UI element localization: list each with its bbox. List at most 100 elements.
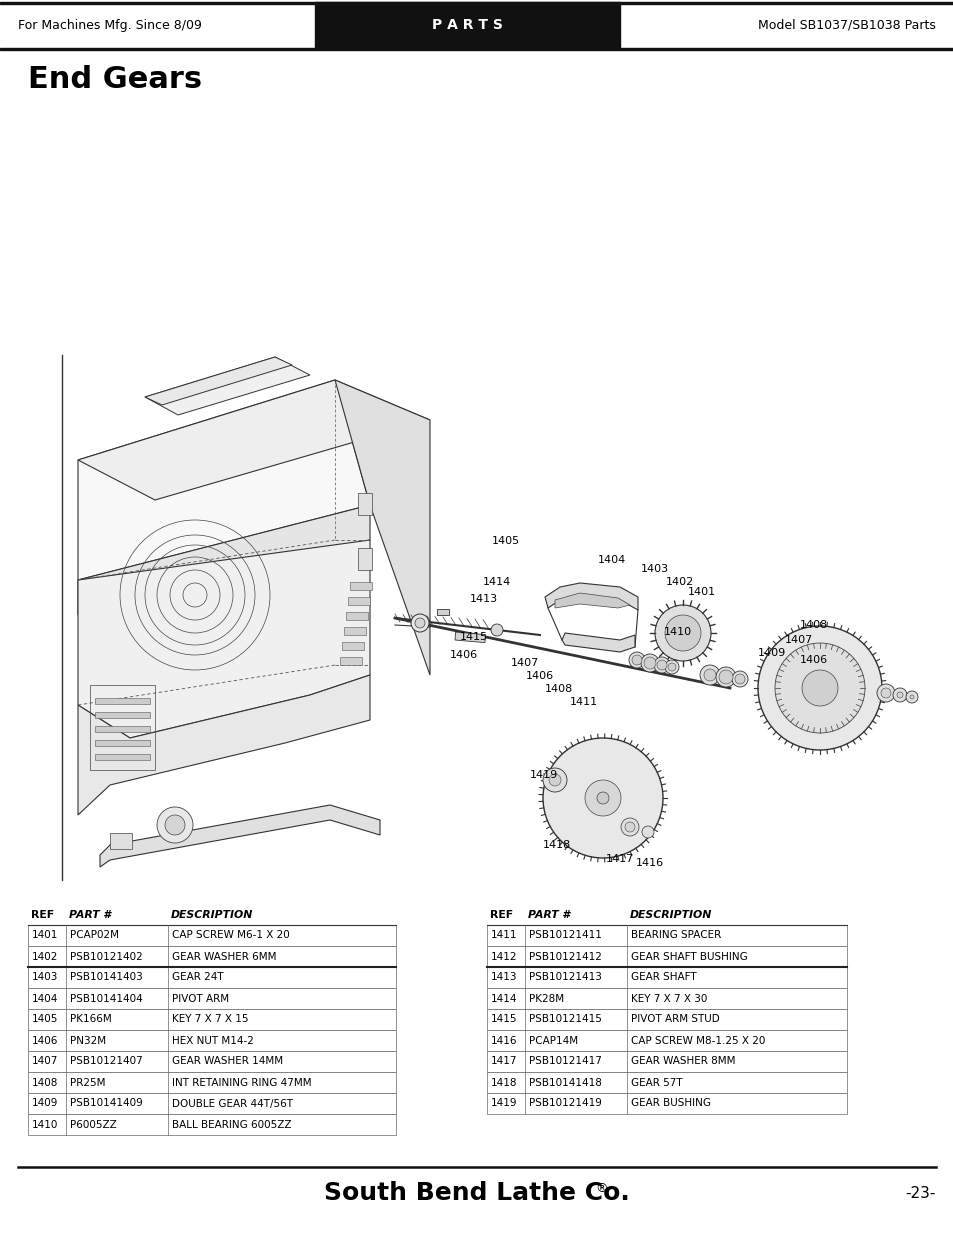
Bar — [95, 713, 150, 718]
Text: GEAR WASHER 14MM: GEAR WASHER 14MM — [172, 1056, 283, 1067]
Circle shape — [631, 655, 641, 664]
Text: 1411: 1411 — [569, 697, 598, 706]
Text: PSB10121415: PSB10121415 — [529, 1014, 601, 1025]
Text: 1408: 1408 — [800, 620, 827, 630]
Circle shape — [700, 664, 720, 685]
Text: For Machines Mfg. Since 8/09: For Machines Mfg. Since 8/09 — [18, 19, 202, 32]
Bar — [0, 48, 953, 49]
Circle shape — [716, 667, 735, 687]
Text: PART #: PART # — [69, 909, 111, 920]
Text: 1405: 1405 — [492, 536, 519, 546]
Circle shape — [655, 605, 710, 661]
Text: KEY 7 X 7 X 30: KEY 7 X 7 X 30 — [630, 993, 706, 1004]
Circle shape — [641, 826, 654, 839]
Circle shape — [411, 614, 429, 632]
Text: 1410: 1410 — [32, 1119, 58, 1130]
Bar — [90, 685, 154, 769]
Circle shape — [774, 643, 864, 734]
Bar — [28, 946, 395, 967]
Text: 1406: 1406 — [800, 655, 827, 664]
Bar — [357, 548, 372, 571]
Text: 1406: 1406 — [450, 650, 477, 659]
Circle shape — [640, 655, 659, 672]
Text: P6005ZZ: P6005ZZ — [70, 1119, 116, 1130]
Bar — [486, 967, 846, 988]
Text: GEAR WASHER 6MM: GEAR WASHER 6MM — [172, 951, 276, 962]
Text: 1403: 1403 — [640, 564, 668, 574]
Circle shape — [905, 692, 917, 703]
Circle shape — [157, 806, 193, 844]
Polygon shape — [78, 676, 370, 815]
Text: 1407: 1407 — [784, 635, 812, 645]
Circle shape — [415, 618, 424, 629]
Text: 1415: 1415 — [459, 632, 488, 642]
Circle shape — [719, 671, 732, 684]
Text: GEAR 24T: GEAR 24T — [172, 972, 223, 983]
Text: GEAR WASHER 8MM: GEAR WASHER 8MM — [630, 1056, 735, 1067]
Circle shape — [664, 615, 700, 651]
Text: 1419: 1419 — [491, 1098, 517, 1109]
Text: Model SB1037/SB1038 Parts: Model SB1037/SB1038 Parts — [758, 19, 935, 32]
Bar — [486, 946, 846, 967]
Bar — [357, 493, 372, 515]
Polygon shape — [78, 380, 430, 500]
Circle shape — [657, 659, 666, 671]
Text: 1403: 1403 — [32, 972, 58, 983]
Bar — [95, 740, 150, 746]
Circle shape — [758, 626, 882, 750]
Text: PSB10121402: PSB10121402 — [70, 951, 143, 962]
Text: GEAR BUSHING: GEAR BUSHING — [630, 1098, 710, 1109]
Polygon shape — [78, 505, 370, 615]
Bar — [486, 988, 846, 1009]
Text: 1411: 1411 — [491, 930, 517, 941]
Bar — [346, 613, 368, 620]
Text: PSB10121413: PSB10121413 — [529, 972, 601, 983]
Text: 1409: 1409 — [758, 648, 785, 658]
Text: 1402: 1402 — [665, 577, 694, 587]
Bar — [28, 925, 395, 946]
Polygon shape — [555, 593, 629, 608]
Text: 1416: 1416 — [636, 858, 663, 868]
Text: PIVOT ARM: PIVOT ARM — [172, 993, 229, 1004]
Circle shape — [584, 781, 620, 816]
Text: DOUBLE GEAR 44T/56T: DOUBLE GEAR 44T/56T — [172, 1098, 293, 1109]
Text: 1415: 1415 — [491, 1014, 517, 1025]
Text: 1414: 1414 — [482, 577, 511, 587]
Circle shape — [491, 624, 502, 636]
Bar — [339, 657, 361, 664]
Circle shape — [664, 659, 679, 674]
Circle shape — [643, 657, 656, 669]
Circle shape — [542, 739, 662, 858]
Bar — [350, 582, 372, 590]
Bar — [28, 1114, 395, 1135]
Bar — [28, 988, 395, 1009]
Circle shape — [896, 692, 902, 698]
Text: 1413: 1413 — [470, 594, 497, 604]
Text: 1404: 1404 — [32, 993, 58, 1004]
Bar — [486, 1030, 846, 1051]
Bar — [486, 1009, 846, 1030]
Circle shape — [731, 671, 747, 687]
Text: PIVOT ARM STUD: PIVOT ARM STUD — [630, 1014, 719, 1025]
Circle shape — [667, 663, 676, 671]
Text: PN32M: PN32M — [70, 1035, 106, 1046]
Bar — [28, 1030, 395, 1051]
Circle shape — [165, 815, 185, 835]
Bar — [0, 2, 953, 4]
Text: PSB10121419: PSB10121419 — [529, 1098, 601, 1109]
Polygon shape — [544, 583, 638, 610]
Bar — [28, 967, 395, 988]
Circle shape — [703, 669, 716, 680]
Text: PSB10121417: PSB10121417 — [529, 1056, 601, 1067]
Bar — [314, 2, 619, 48]
Text: PCAP14M: PCAP14M — [529, 1035, 578, 1046]
Circle shape — [597, 792, 608, 804]
Polygon shape — [561, 634, 635, 652]
Text: BEARING SPACER: BEARING SPACER — [630, 930, 720, 941]
Text: REF: REF — [30, 909, 54, 920]
Circle shape — [801, 671, 837, 706]
Circle shape — [734, 674, 744, 684]
Text: PSB10121411: PSB10121411 — [529, 930, 601, 941]
Bar — [95, 726, 150, 732]
Text: 1417: 1417 — [491, 1056, 517, 1067]
